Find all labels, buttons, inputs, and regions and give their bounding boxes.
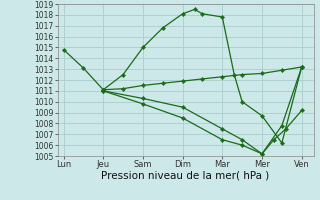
- X-axis label: Pression niveau de la mer( hPa ): Pression niveau de la mer( hPa ): [101, 171, 270, 181]
